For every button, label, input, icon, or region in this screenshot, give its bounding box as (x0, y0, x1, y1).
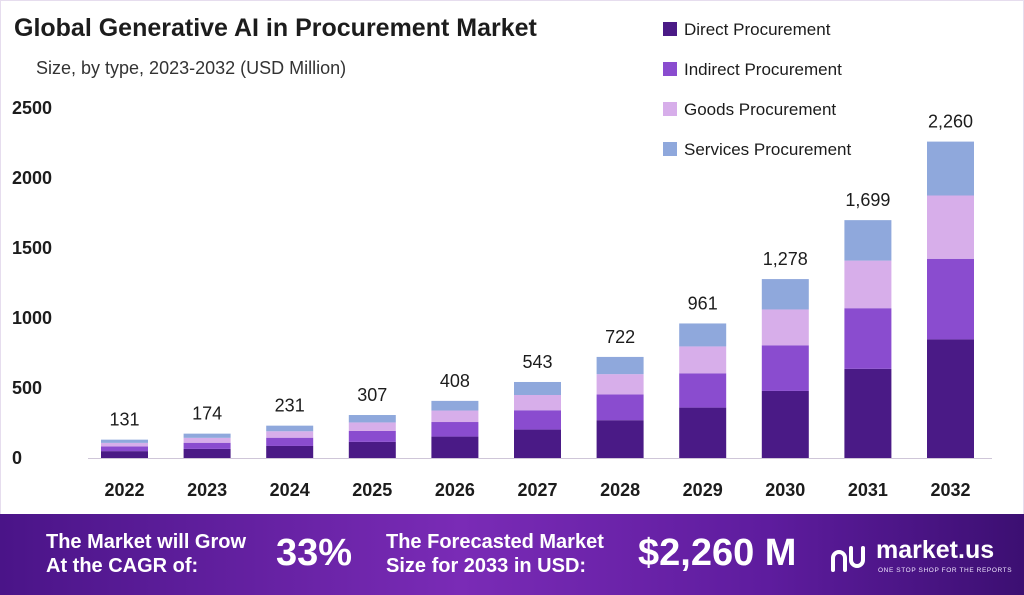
bar-segment-services-procurement (348, 415, 396, 423)
bar-segment-direct-procurement (348, 441, 396, 458)
bar-segment-indirect-procurement (514, 410, 561, 430)
x-tick-label: 2026 (435, 480, 475, 500)
bar-segment-indirect-procurement (596, 394, 644, 421)
legend-swatch (663, 142, 677, 156)
bar-segment-direct-procurement (514, 429, 561, 458)
y-tick-label: 2500 (12, 98, 52, 118)
bar-total-label: 231 (275, 396, 305, 416)
bar-segment-direct-procurement (596, 420, 644, 458)
y-tick-label: 1000 (12, 308, 52, 328)
bar-segment-direct-procurement (927, 339, 974, 458)
bar-segment-services-procurement (183, 433, 231, 438)
bar-segment-direct-procurement (761, 390, 809, 458)
bar-total-label: 307 (357, 385, 387, 405)
bar-segment-direct-procurement (679, 407, 727, 458)
bar-total-label: 408 (440, 371, 470, 391)
stacked-bar-chart: 0 500 1000 1500 2000 2500 131 2022 174 2023 231 202… (12, 20, 992, 500)
x-tick-label: 2024 (270, 480, 310, 500)
legend-label: Indirect Procurement (684, 60, 842, 79)
chart-subtitle: Size, by type, 2023-2032 (USD Million) (36, 58, 347, 78)
bar-segment-services-procurement (927, 141, 974, 196)
summary-banner: The Market will Grow At the CAGR of: 33%… (0, 514, 1024, 595)
y-tick-label: 2000 (12, 168, 52, 188)
forecast-label-line2: Size for 2033 in USD: (386, 555, 587, 577)
bar-segment-direct-procurement (844, 368, 892, 458)
bar-segment-indirect-procurement (101, 446, 148, 452)
cagr-value: 33% (276, 532, 353, 574)
x-tick-label: 2027 (517, 480, 557, 500)
bar-segment-direct-procurement (431, 436, 479, 458)
bar-segment-services-procurement (761, 279, 809, 310)
x-tick-label: 2023 (187, 480, 227, 500)
bar-segment-services-procurement (266, 425, 314, 432)
y-tick-label: 500 (12, 378, 42, 398)
bar-segment-services-procurement (431, 400, 479, 411)
bar-segment-goods-procurement (431, 410, 479, 423)
bar-segment-goods-procurement (514, 395, 561, 411)
market-us-logo-icon (831, 546, 865, 572)
cagr-label-line1: The Market will Grow (46, 531, 247, 553)
x-tick-label: 2029 (683, 480, 723, 500)
legend-swatch (663, 102, 677, 116)
bar-total-label: 961 (688, 293, 718, 313)
x-tick-label: 2030 (765, 480, 805, 500)
bar-segment-services-procurement (844, 220, 892, 261)
brand-tagline: ONE STOP SHOP FOR THE REPORTS (878, 567, 1013, 574)
legend-label: Direct Procurement (684, 20, 831, 39)
bar-segment-goods-procurement (679, 346, 727, 374)
bar-segment-services-procurement (679, 323, 727, 347)
bar-segment-indirect-procurement (927, 258, 974, 340)
chart-title: Global Generative AI in Procurement Mark… (14, 14, 537, 42)
legend-label: Goods Procurement (684, 100, 836, 119)
y-tick-label: 1500 (12, 238, 52, 258)
legend-label: Services Procurement (684, 140, 852, 159)
bar-segment-goods-procurement (183, 437, 231, 443)
legend-swatch (663, 62, 677, 76)
forecast-label-line1: The Forecasted Market (386, 531, 604, 553)
x-tick-label: 2028 (600, 480, 640, 500)
bar-segment-goods-procurement (596, 374, 644, 395)
bar-segment-indirect-procurement (266, 437, 314, 446)
bar-segment-indirect-procurement (183, 442, 231, 449)
bar-segment-goods-procurement (101, 442, 148, 447)
bar-segment-direct-procurement (101, 451, 148, 458)
bar-segment-services-procurement (514, 381, 561, 395)
legend-swatch (663, 22, 677, 36)
bar-total-label: 2,260 (928, 112, 973, 132)
bar-segment-indirect-procurement (431, 422, 479, 437)
bar-segment-direct-procurement (266, 445, 314, 458)
bar-total-label: 131 (109, 410, 139, 430)
forecast-value: $2,260 M (638, 532, 797, 574)
bar-segment-indirect-procurement (761, 345, 809, 391)
bar-total-label: 1,699 (845, 190, 890, 210)
bar-segment-goods-procurement (266, 431, 314, 438)
bar-total-label: 1,278 (763, 249, 808, 269)
bar-segment-goods-procurement (844, 260, 892, 309)
bar-total-label: 543 (522, 352, 552, 372)
x-tick-label: 2031 (848, 480, 888, 500)
x-tick-label: 2025 (352, 480, 392, 500)
cagr-label-line2: At the CAGR of: (46, 555, 199, 577)
bar-segment-indirect-procurement (348, 430, 396, 442)
y-tick-label: 0 (12, 448, 22, 468)
bar-segment-services-procurement (596, 356, 644, 375)
bar-total-label: 722 (605, 327, 635, 347)
bar-segment-services-procurement (101, 439, 148, 443)
bar-segment-goods-procurement (761, 309, 809, 346)
x-tick-label: 2022 (104, 480, 144, 500)
bar-segment-indirect-procurement (679, 373, 727, 408)
bar-segment-indirect-procurement (844, 308, 892, 369)
brand-name: market.us (876, 536, 995, 564)
bar-total-label: 174 (192, 404, 222, 424)
bar-segment-direct-procurement (183, 448, 231, 458)
bar-segment-goods-procurement (927, 195, 974, 259)
x-tick-label: 2032 (930, 480, 970, 500)
bar-segment-goods-procurement (348, 422, 396, 431)
